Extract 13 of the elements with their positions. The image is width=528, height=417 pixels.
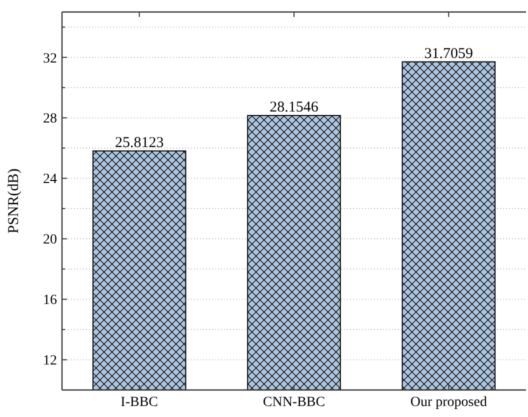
x-tick-label: I-BBC	[120, 395, 158, 410]
x-tick-label: Our proposed	[410, 395, 487, 410]
data-label: 28.1546	[270, 100, 319, 116]
y-tick-label: 24	[43, 172, 57, 188]
y-tick-label: 16	[43, 293, 57, 308]
data-label: 31.7059	[424, 46, 474, 62]
y-axis-title: PSNR(dB)	[6, 168, 22, 234]
y-tick-label: 32	[43, 51, 57, 66]
y-tick-label: 12	[43, 354, 57, 369]
y-tick-label: 28	[43, 112, 57, 127]
data-label: 25.8123	[114, 134, 164, 151]
y-tick-label: 20	[43, 232, 57, 248]
x-tick-label: CNN-BBC	[262, 395, 326, 410]
